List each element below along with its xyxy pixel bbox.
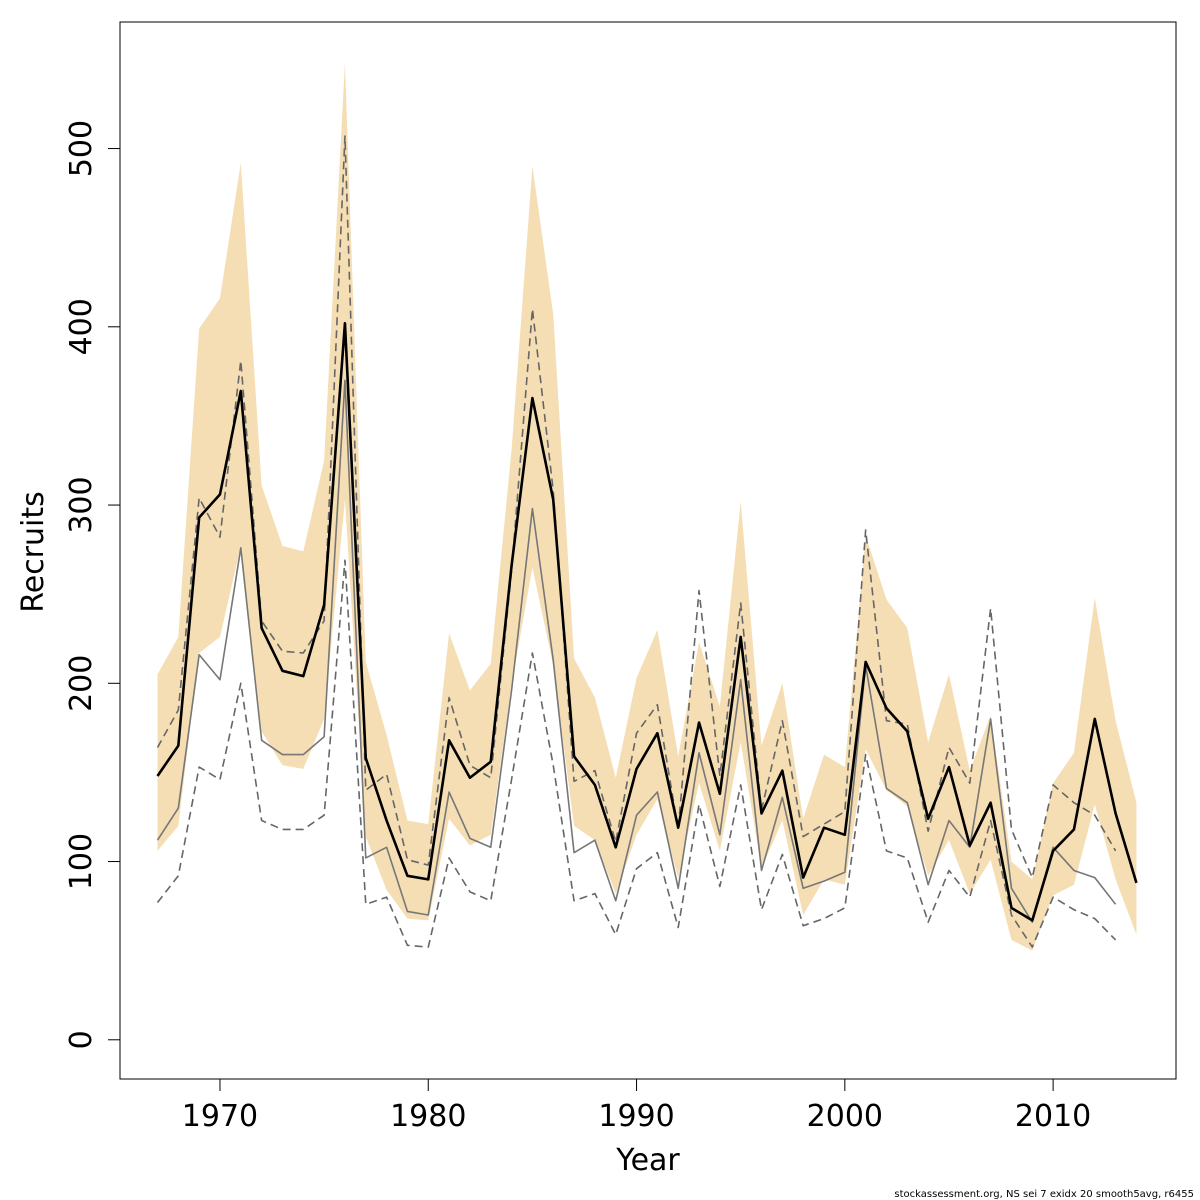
y-tick-label: 400 xyxy=(64,298,99,355)
series-line xyxy=(156,379,1117,923)
footnote: stockassessment.org, NS sei 7 exidx 20 s… xyxy=(894,1189,1194,1200)
y-axis-title: Recruits xyxy=(16,491,51,613)
x-tick-label: 1990 xyxy=(598,1099,674,1134)
x-tick-label: 1970 xyxy=(182,1099,258,1134)
y-tick-label: 0 xyxy=(64,1030,99,1049)
x-tick-label: 1980 xyxy=(390,1099,466,1134)
y-tick-label: 100 xyxy=(64,833,99,890)
x-tick-label: 2000 xyxy=(807,1099,883,1134)
y-tick-label: 500 xyxy=(64,120,99,177)
x-axis-title: Year xyxy=(615,1143,680,1178)
plot-frame xyxy=(119,21,1177,1080)
y-tick-label: 300 xyxy=(64,476,99,533)
series-line xyxy=(156,559,1117,948)
y-tick-label: 200 xyxy=(64,655,99,712)
series-line xyxy=(156,321,1138,922)
x-tick-label: 2010 xyxy=(1015,1099,1091,1134)
confidence-band xyxy=(157,62,1137,951)
